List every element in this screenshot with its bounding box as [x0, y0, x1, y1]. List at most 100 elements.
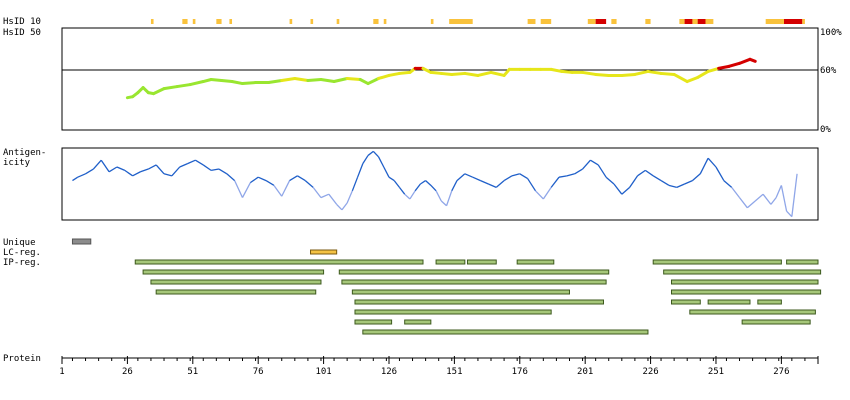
antigenicity-segment: [356, 163, 364, 178]
antigenicity-segment: [289, 175, 298, 182]
tick-label: 276: [773, 367, 789, 377]
antigenicity-segment: [582, 159, 591, 170]
tick-label: 151: [446, 367, 462, 377]
hsid10-segment: [527, 19, 536, 24]
antigenicity-segment: [179, 163, 188, 168]
antigenicity-segment: [100, 159, 110, 173]
antigenicity-segment: [731, 187, 741, 198]
lc-region-track: [310, 249, 338, 255]
antigenicity-segment: [155, 164, 165, 175]
antigenicity-segment: [140, 168, 149, 173]
antigenicity-segment: [754, 193, 764, 202]
ip-region: [671, 289, 822, 295]
antigenicity-segment: [304, 180, 314, 188]
antigenicity-segment: [511, 173, 520, 177]
antigenicity-segment: [723, 180, 733, 188]
antigenicity-segment: [684, 180, 693, 185]
hsid50-segment: [209, 78, 224, 83]
antigenicity-segment: [597, 164, 607, 178]
hsid10-segment: [289, 19, 293, 24]
unique-label: Unique: [3, 238, 36, 248]
antigenicity-segment: [519, 173, 528, 180]
hsid50-segment: [377, 73, 391, 80]
antigenicity-segment: [409, 190, 416, 200]
ip-region: [354, 309, 552, 315]
antigenicity-segment: [637, 169, 646, 177]
antigenicity-segment: [425, 180, 432, 186]
antigenicity-segment: [341, 202, 348, 211]
hsid50-segment: [280, 76, 297, 83]
hsid10-segment: [430, 19, 434, 24]
ip-region: [652, 259, 782, 265]
hsid50-segment: [581, 70, 598, 76]
tick-label: 51: [187, 367, 198, 377]
antigenicity-segment: [629, 175, 639, 188]
antigenicity-segment: [488, 183, 497, 188]
hsid10-segment: [802, 19, 805, 24]
hsid50-segment: [549, 67, 564, 73]
ip-region: [338, 269, 610, 275]
hsid50-identity-series: [125, 57, 757, 100]
hsid10-segment: [679, 19, 685, 24]
antigenicity-segment: [746, 200, 756, 209]
hsid10-segment: [373, 19, 379, 24]
tick-label: 76: [253, 367, 264, 377]
hsid10-segment: [587, 19, 596, 24]
antigenicity-segment: [644, 169, 654, 177]
antigenicity-segment: [692, 173, 701, 182]
hsid10-segment: [692, 19, 698, 24]
ip-region: [142, 269, 325, 275]
hsid50-segment: [230, 80, 244, 86]
identity-0-label: 0%: [820, 125, 831, 135]
antigenicity-segment: [398, 187, 406, 195]
ip-region: [516, 259, 555, 265]
hsid10-segment: [540, 19, 552, 24]
antigenicity-segment: [542, 187, 552, 200]
antigenicity-segment: [362, 155, 369, 164]
hsid10-segment: [229, 19, 233, 24]
antigenicity-segment: [187, 159, 196, 165]
antigenicity-series: [72, 150, 798, 218]
hsid10-segment: [684, 19, 693, 24]
hsid10-segment: [697, 19, 706, 24]
antigenicity-segment: [699, 157, 709, 175]
antigenicity-segment: [574, 168, 583, 175]
hsid50-segment: [717, 64, 731, 70]
hsid10-segment: [645, 19, 651, 24]
antigenicity-segment: [367, 150, 374, 156]
antigenicity-segment: [351, 176, 359, 192]
ip-region: [671, 299, 701, 305]
antigenicity-segment: [234, 180, 244, 198]
hsid50-segment: [397, 70, 412, 75]
antigenicity-segment: [346, 190, 353, 204]
hsid50-segment: [188, 80, 205, 87]
antigenicity-segment: [312, 187, 322, 198]
ip-region: [155, 289, 317, 295]
ip-region: [757, 299, 782, 305]
ip-region: [435, 259, 466, 265]
antigenicity-segment: [676, 183, 685, 188]
hsid10-segment: [383, 19, 387, 24]
lc-reg-label: LC-reg.: [3, 248, 41, 258]
hsid50-segment: [738, 57, 752, 65]
ip-region: [689, 309, 816, 315]
hsid10-segment: [611, 19, 617, 24]
hsid10-segment: [150, 19, 154, 24]
antigenicity-segment: [652, 175, 662, 182]
antigenicity-segment: [605, 176, 615, 185]
tick-label: 251: [708, 367, 724, 377]
antigenicity-segment: [739, 197, 748, 209]
hsid50-segment: [560, 69, 574, 74]
hsid50-segment: [620, 72, 637, 77]
antigenicity-segment: [775, 185, 782, 198]
antigenicity-segment: [249, 176, 259, 184]
unique-region: [71, 238, 92, 245]
antigenicity-segment: [124, 169, 134, 177]
ip-region: [741, 319, 811, 325]
antigenicity-segment: [171, 166, 181, 177]
antigenicity-segment: [72, 176, 79, 182]
antigenicity-segment: [132, 171, 141, 177]
antigenicity-segment: [148, 164, 157, 170]
hsid50-segment: [345, 76, 362, 81]
protein-label: Protein: [3, 354, 41, 364]
